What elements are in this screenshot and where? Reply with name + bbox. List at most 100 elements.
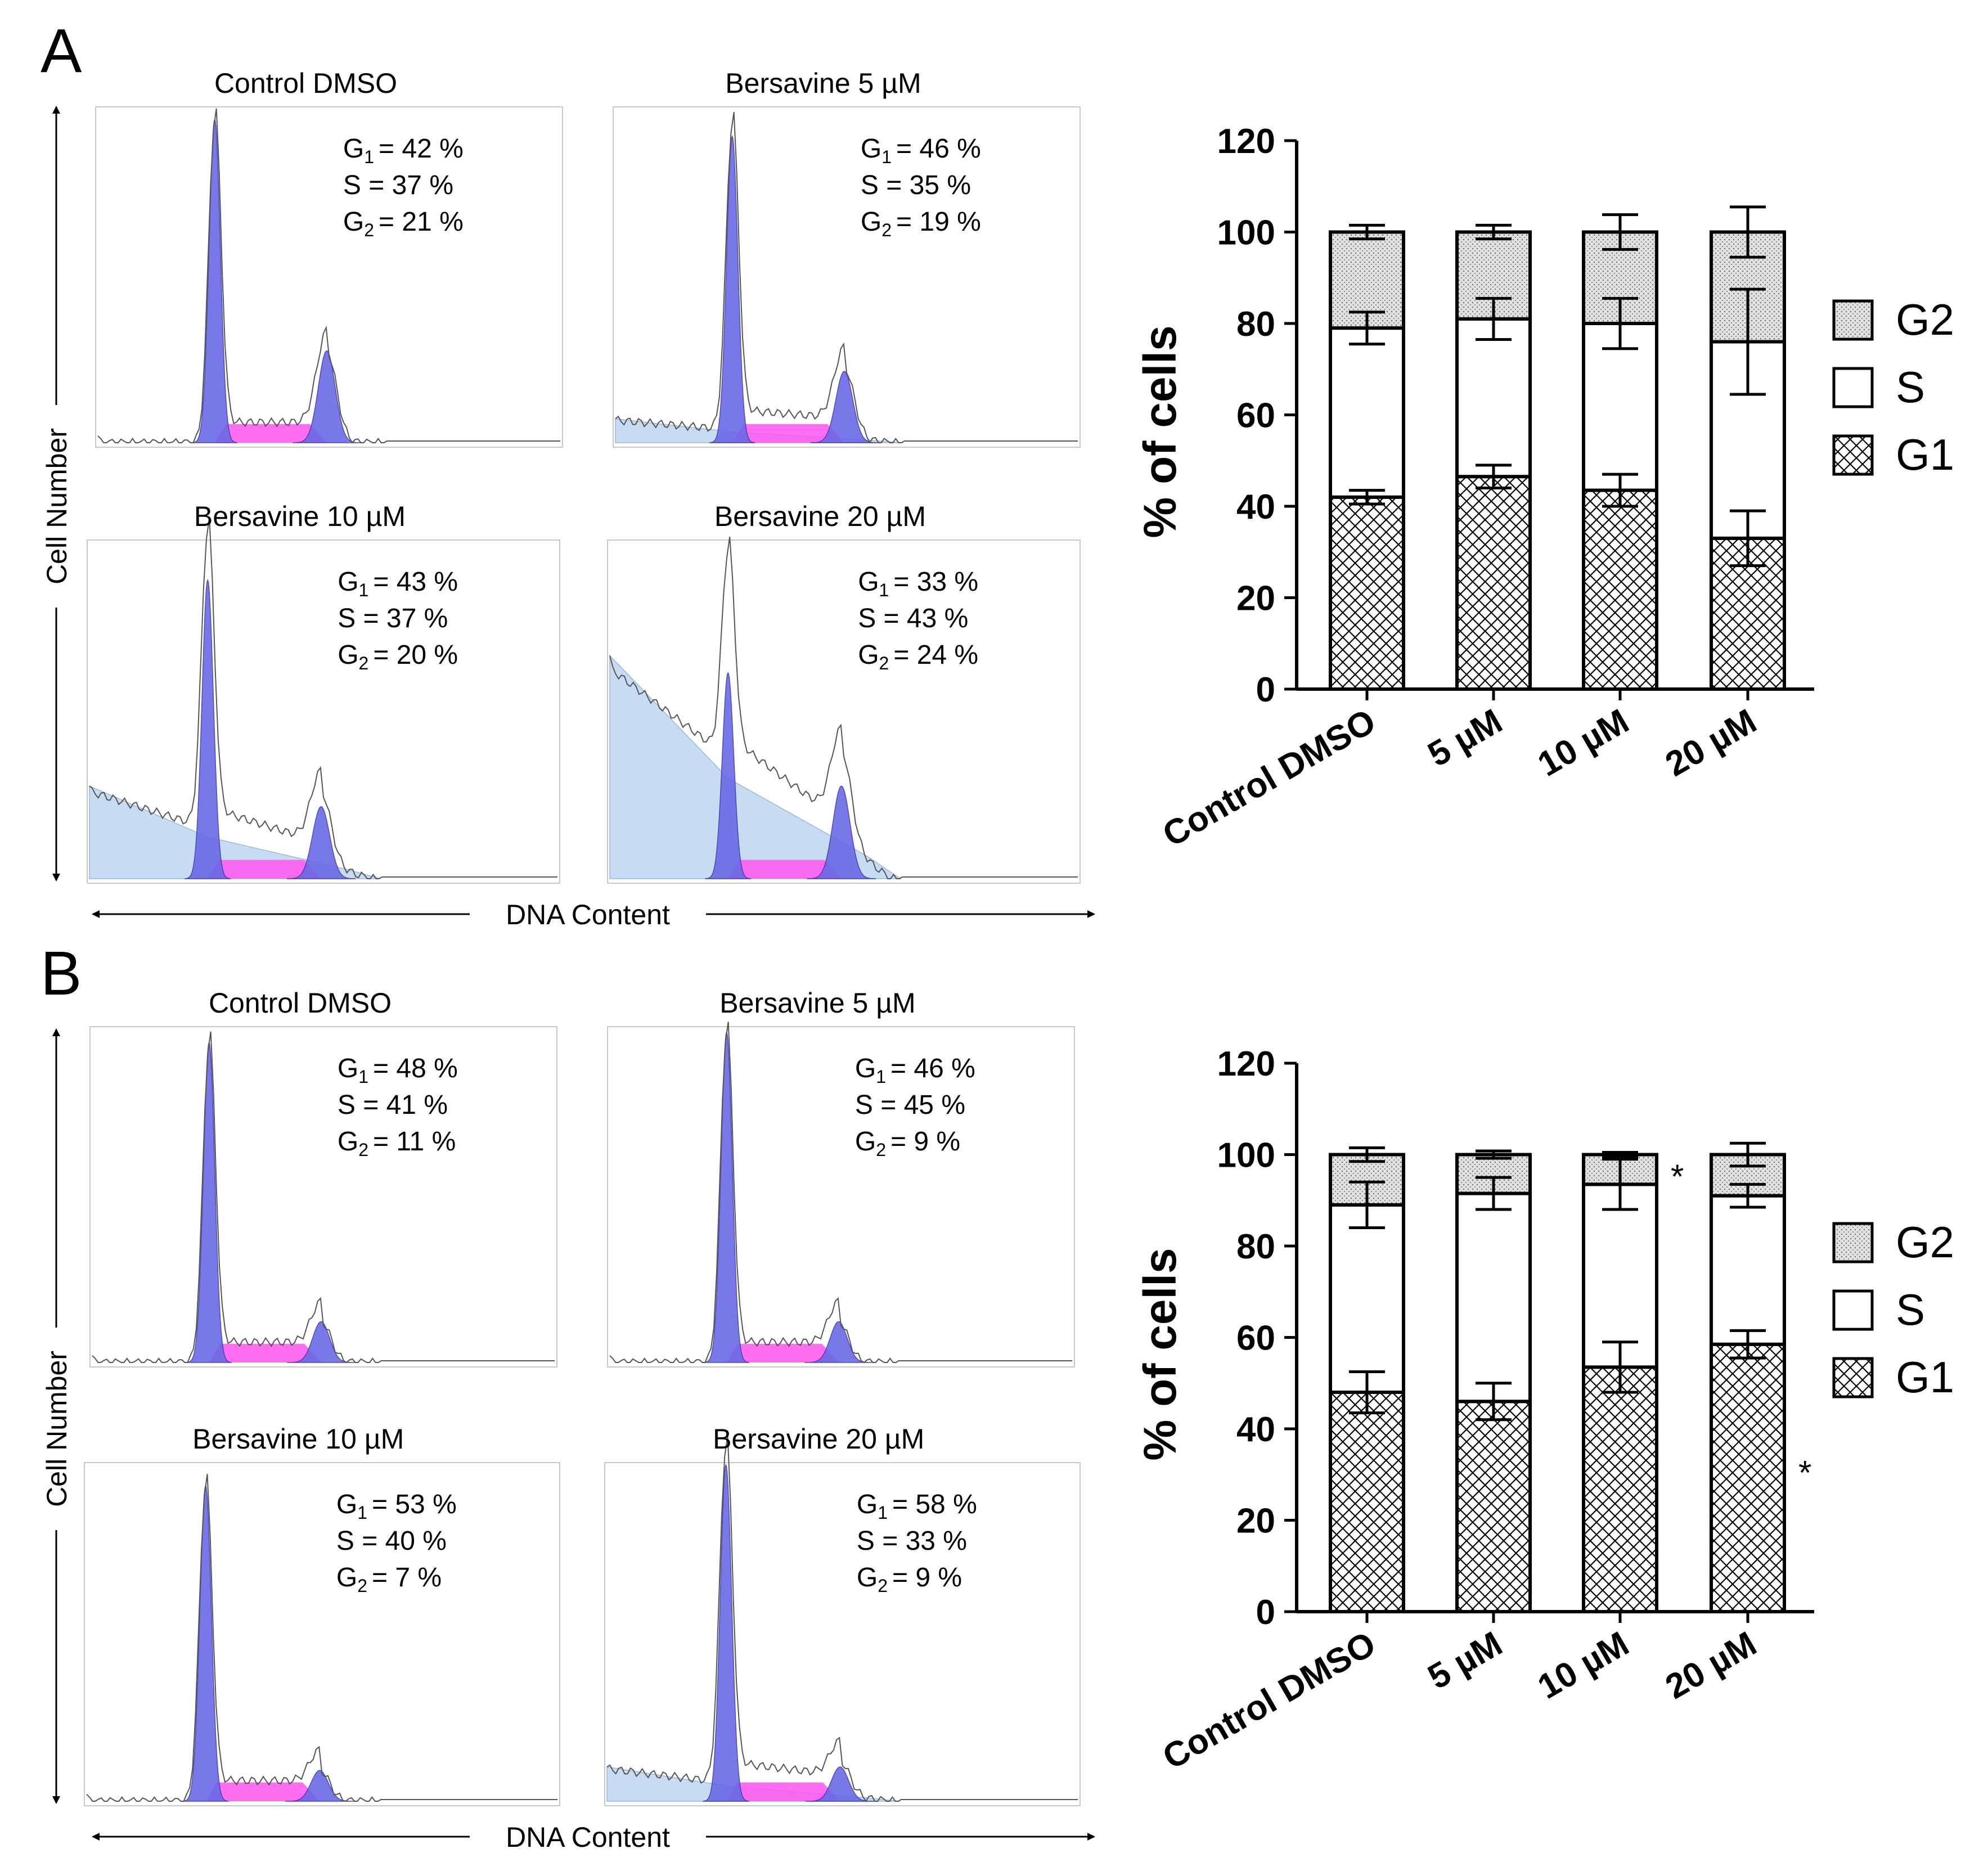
- x-tick-label: 10 µM: [1531, 1624, 1635, 1707]
- stat-s: S = 40 %: [336, 1526, 447, 1556]
- legend-label-s: S: [1896, 1285, 1925, 1334]
- stat-g2-letter: G: [336, 1563, 357, 1593]
- x-tick-label: 5 µM: [1422, 1624, 1509, 1697]
- s-phase-area: [732, 424, 844, 443]
- histogram-title: Bersavine 10 µM: [194, 501, 406, 532]
- bar-s: [1455, 1191, 1532, 1404]
- histogram-title: Bersavine 5 µM: [719, 987, 915, 1019]
- histogram-title: Bersavine 10 µM: [192, 1423, 404, 1455]
- stat-g2-value: = 9 %: [890, 1127, 960, 1157]
- legend-swatch-g1: [1832, 434, 1874, 476]
- stat-g1-sub: 1: [878, 1503, 888, 1523]
- x-tick-label: Control DMSO: [1157, 701, 1382, 854]
- g1-peak: [703, 1463, 749, 1802]
- histogram-frame: [84, 1462, 560, 1806]
- y-axis-title: Cell Number: [41, 428, 73, 584]
- histogram-title: Bersavine 5 µM: [725, 68, 921, 99]
- g2-peak: [293, 350, 361, 443]
- y-tick-label: 60: [1236, 1319, 1275, 1358]
- bar-s: [1582, 1182, 1658, 1369]
- histogram-frame: [607, 1026, 1075, 1368]
- stat-g2-value: = 19 %: [896, 207, 981, 237]
- bar-chart: 0 20 40 60 80 100 120 % of cells Control DMSO 5 µ…: [1135, 122, 1954, 854]
- x-tick-label: 20 µM: [1659, 1624, 1763, 1707]
- bar-s: [1455, 317, 1532, 479]
- stat-g2-value: = 7 %: [372, 1563, 442, 1593]
- stat-g2-letter: G: [343, 207, 364, 237]
- stat-g1-letter: G: [338, 1054, 358, 1083]
- s-phase-area: [208, 860, 321, 879]
- raw-trace: [97, 108, 560, 444]
- stat-g2-sub: 2: [358, 1140, 368, 1160]
- stat-g1-sub: 1: [879, 580, 889, 600]
- y-tick-label: 40: [1236, 1410, 1275, 1449]
- stat-g2-sub: 2: [881, 220, 892, 240]
- stat-g1: G1 = 46 %: [855, 1054, 975, 1087]
- stat-g2-letter: G: [855, 1127, 876, 1157]
- legend-swatch-g1: [1832, 1357, 1874, 1398]
- stat-g2-value: = 11 %: [373, 1127, 456, 1157]
- y-axis-label: % of cells: [1135, 1248, 1186, 1460]
- y-tick-label: 80: [1236, 305, 1275, 344]
- significance-star: *: [1671, 1158, 1684, 1195]
- stat-g2-letter: G: [338, 1127, 358, 1157]
- s-phase-area: [209, 1343, 321, 1362]
- stat-g2: G2 = 9 %: [855, 1127, 960, 1160]
- stat-g1: G1 = 43 %: [338, 567, 458, 600]
- bar-s: [1710, 1194, 1786, 1346]
- stat-g1-value: = 58 %: [892, 1490, 977, 1519]
- stat-g2-sub: 2: [879, 653, 889, 673]
- bar-g1: [1455, 1400, 1532, 1613]
- stat-g1-value: = 43 %: [373, 567, 458, 597]
- stat-s: S = 37 %: [338, 604, 448, 633]
- histogram-frame: [89, 1026, 557, 1368]
- stat-g1-letter: G: [858, 567, 879, 597]
- stat-g1-value: = 42 %: [379, 134, 464, 164]
- s-phase-area: [726, 1343, 839, 1362]
- stat-g1: G1 = 42 %: [343, 134, 464, 167]
- y-tick-label: 120: [1217, 122, 1275, 161]
- g2-peak: [807, 785, 876, 879]
- stat-g1: G1 = 46 %: [861, 134, 981, 167]
- legend-label-g1: G1: [1896, 1352, 1954, 1402]
- histogram-frame: [604, 1462, 1081, 1806]
- raw-trace: [609, 1022, 1072, 1364]
- g2-peak: [805, 1766, 875, 1802]
- y-tick-label: 0: [1256, 671, 1275, 709]
- bar-chart: 0 20 40 60 80 100 120 % of cells Control DMSO 5 µ…: [1135, 1045, 1954, 1777]
- stat-g1-sub: 1: [364, 147, 374, 167]
- stat-g2-letter: G: [857, 1563, 878, 1593]
- s-phase-area: [726, 1782, 840, 1801]
- stat-g2-sub: 2: [359, 653, 369, 673]
- stat-g2-letter: G: [338, 640, 358, 670]
- y-tick-label: 60: [1236, 397, 1275, 435]
- bar-s: [1329, 326, 1405, 499]
- raw-trace: [86, 1474, 557, 1802]
- g1-peak: [185, 579, 231, 879]
- histogram-title: Bersavine 20 µM: [713, 1423, 924, 1455]
- histogram-title: Control DMSO: [214, 68, 397, 99]
- legend-label-g1: G1: [1896, 430, 1954, 479]
- stat-s: S = 35 %: [861, 170, 971, 200]
- g2-peak: [286, 806, 356, 879]
- stat-g2-value: = 24 %: [893, 640, 978, 670]
- histogram-title: Bersavine 20 µM: [714, 501, 926, 532]
- stat-g1-sub: 1: [359, 580, 369, 600]
- stat-g1: G1 = 58 %: [857, 1490, 977, 1523]
- stat-s: S = 41 %: [338, 1090, 448, 1120]
- x-axis-title: DNA Content: [506, 899, 670, 930]
- stat-g1-value: = 33 %: [893, 567, 978, 597]
- stat-g1: G1 = 48 %: [338, 1054, 458, 1087]
- x-tick-label: 5 µM: [1422, 701, 1509, 774]
- bar-g1: [1329, 1391, 1405, 1613]
- y-axis-title: Cell Number: [41, 1351, 73, 1507]
- s-phase-area: [728, 860, 842, 879]
- legend-label-g2: G2: [1896, 295, 1954, 344]
- s-phase-area: [205, 1782, 320, 1801]
- raw-trace: [92, 1031, 555, 1364]
